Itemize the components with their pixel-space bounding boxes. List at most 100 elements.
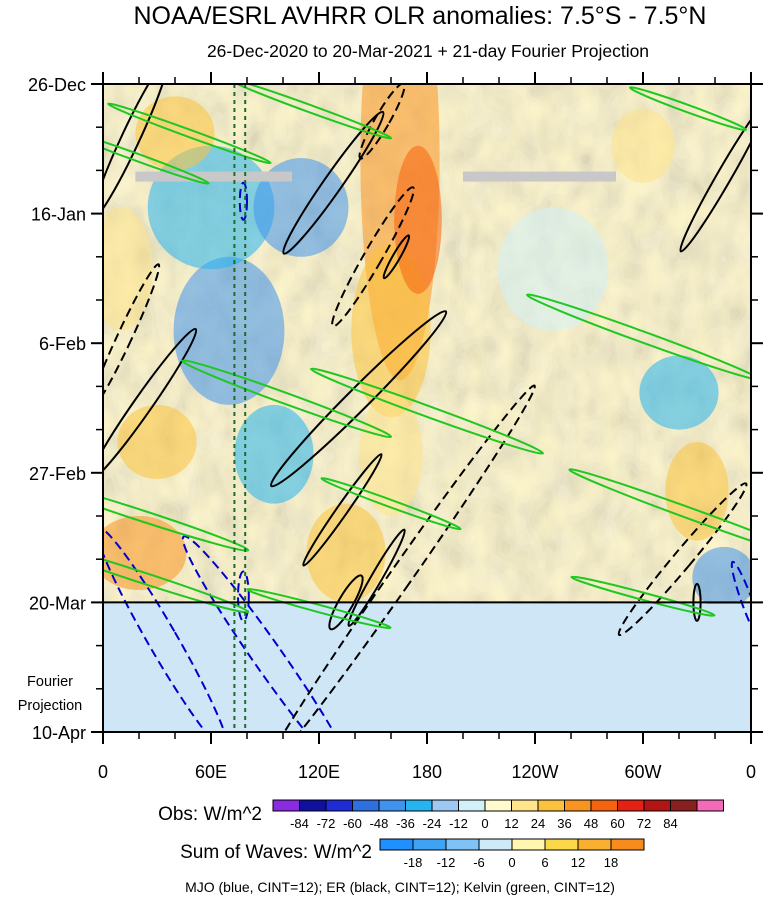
er-contour <box>331 186 415 328</box>
colorbar-level-label: 0 <box>508 855 515 870</box>
colorbar-box <box>325 799 353 812</box>
mjo-contour <box>237 570 250 622</box>
colorbar-level-label: -48 <box>370 816 389 831</box>
colorbar-box <box>431 799 459 812</box>
er-contour <box>617 482 748 637</box>
colorbar-level-label: 18 <box>604 855 618 870</box>
colorbar-box <box>590 799 618 812</box>
missing-data-bar <box>135 171 292 182</box>
kelvin-contour <box>320 477 462 531</box>
colorbar-box <box>511 799 539 812</box>
colorbar-level-label: -12 <box>437 855 456 870</box>
anomaly-patches <box>103 84 751 609</box>
er-contour <box>302 453 383 567</box>
colorbar-box <box>696 799 724 812</box>
colorbar-box <box>544 838 579 851</box>
colorbar-box <box>610 838 645 851</box>
colorbar-level-label: 72 <box>637 816 651 831</box>
er-contour <box>264 384 536 732</box>
colorbar-box <box>617 799 645 812</box>
y-axis: 26-Dec 16-Jan 6-Feb 27-Feb 20-Mar 10-Apr <box>28 75 763 743</box>
y-tick-label: 27-Feb <box>29 464 86 484</box>
colorbar-box <box>378 799 406 812</box>
er-contour <box>103 263 161 411</box>
colorbar-level-label: 24 <box>531 816 545 831</box>
colorbar-level-label: 6 <box>541 855 548 870</box>
colorbar-level-label: 12 <box>504 816 518 831</box>
anomaly-patch <box>103 207 153 331</box>
colorbar-level-label: -84 <box>290 816 309 831</box>
anomaly-patch <box>665 441 729 541</box>
kelvin-contour <box>103 542 250 614</box>
anomaly-patch <box>173 256 285 405</box>
projection-label-line1: Fourier <box>27 674 73 690</box>
obs-colorbar: -84 -72 -60 -48 -36 -24 -12 0 12 24 36 48 60 72 84 <box>272 799 724 831</box>
anomaly-patch <box>234 404 314 504</box>
colorbar-box <box>643 799 671 812</box>
kelvin-contour <box>526 293 751 381</box>
anomaly-patch <box>497 207 609 331</box>
wave-filter-legend: MJO (blue, CINT=12); ER (black, CINT=12)… <box>185 879 615 895</box>
kelvin-contour <box>246 588 392 630</box>
colorbar-box <box>564 799 592 812</box>
waves-colorbar: -18 -12 -6 0 6 12 18 <box>379 838 645 870</box>
colorbar-box <box>511 838 546 851</box>
kelvin-contour <box>570 575 716 617</box>
reference-longitude-lines <box>233 84 247 732</box>
colorbar-box <box>478 838 513 851</box>
y-tick-label: 20-Mar <box>29 593 86 613</box>
anomaly-patch <box>306 503 386 603</box>
y-tick-label: 6-Feb <box>39 334 86 354</box>
er-contour <box>328 574 364 631</box>
colorbar-box <box>272 799 300 812</box>
plot-area <box>103 84 751 732</box>
colorbar-level-label: 84 <box>663 816 677 831</box>
chart-title: NOAA/ESRL AVHRR OLR anomalies: 7.5°S - 7… <box>134 2 707 30</box>
colorbar-box <box>352 799 380 812</box>
anomaly-patch <box>117 404 197 479</box>
er-contour <box>347 528 406 627</box>
anomaly-patch <box>611 108 675 183</box>
kelvin-contour <box>227 84 393 140</box>
colorbar-box <box>445 838 480 851</box>
missing-data-bar <box>463 171 616 182</box>
er-contour <box>269 310 448 488</box>
colorbar-level-label: -60 <box>343 816 362 831</box>
kelvin-contour <box>103 131 210 185</box>
x-tick-label: 60E <box>195 762 227 782</box>
colorbar-box <box>379 838 414 851</box>
x-tick-label: 0 <box>98 762 108 782</box>
obs-colorbar-label: Obs: W/m^2 <box>158 804 262 825</box>
er-contour <box>679 100 751 253</box>
colorbar-box <box>405 799 433 812</box>
anomaly-patch <box>359 392 423 516</box>
x-tick-label: 60W <box>624 762 661 782</box>
er-contour <box>103 84 169 219</box>
colorbar-level-label: -18 <box>404 855 423 870</box>
colorbar-box <box>299 799 327 812</box>
kelvin-contour <box>103 480 250 552</box>
colorbar-level-label: -12 <box>449 816 468 831</box>
projection-field <box>103 604 751 732</box>
colorbar-level-label: -36 <box>396 816 415 831</box>
x-tick-label: 120W <box>511 762 558 782</box>
colorbar-level-label: -72 <box>317 816 336 831</box>
y-tick-label: 10-Apr <box>32 723 86 743</box>
y-tick-label: 16-Jan <box>31 205 86 225</box>
mjo-contour <box>730 560 751 645</box>
mjo-contour <box>238 181 248 221</box>
anomaly-patch <box>135 96 215 171</box>
projection-label-line2: Projection <box>18 698 82 714</box>
colorbar-level-label: 0 <box>481 816 488 831</box>
colorbar-box <box>670 799 698 812</box>
kelvin-contour <box>107 102 272 165</box>
kelvin-contour <box>310 367 544 455</box>
wave-contours <box>103 84 751 732</box>
colorbar-box <box>577 838 612 851</box>
colorbar-box <box>537 799 565 812</box>
colorbar-level-label: -6 <box>473 855 485 870</box>
chart-subtitle: 26-Dec-2020 to 20-Mar-2021 + 21-day Four… <box>207 41 649 61</box>
colorbar-level-label: 36 <box>557 816 571 831</box>
colorbar-box <box>412 838 447 851</box>
